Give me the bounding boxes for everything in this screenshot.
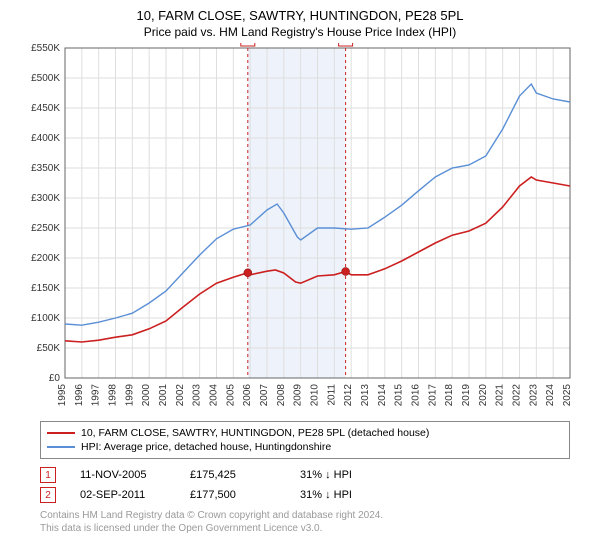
x-tick-label: 1997 (91, 384, 102, 407)
x-tick-label: 2001 (158, 384, 169, 407)
marker-delta: 31% ↓ HPI (300, 489, 410, 501)
x-tick-label: 2003 (192, 384, 203, 407)
legend-swatch (47, 446, 75, 448)
y-tick-label: £50K (37, 343, 61, 354)
x-tick-label: 2004 (209, 384, 220, 407)
x-tick-label: 2017 (427, 384, 438, 407)
marker-table-badge: 2 (40, 487, 56, 503)
marker-dot (342, 268, 350, 276)
marker-price: £175,425 (190, 469, 300, 481)
marker-table-badge: 1 (40, 467, 56, 483)
x-tick-label: 2016 (411, 384, 422, 407)
x-tick-label: 2013 (360, 384, 371, 407)
x-tick-label: 2008 (276, 384, 287, 407)
marker-date: 02-SEP-2011 (80, 489, 190, 501)
x-tick-label: 2012 (343, 384, 354, 407)
x-tick-label: 2002 (175, 384, 186, 407)
legend-box: 10, FARM CLOSE, SAWTRY, HUNTINGDON, PE28… (40, 421, 570, 459)
y-tick-label: £500K (31, 73, 60, 84)
x-tick-label: 1999 (124, 384, 135, 407)
marker-dot (244, 269, 252, 277)
marker-date: 11-NOV-2005 (80, 469, 190, 481)
chart-svg: £0 £50K £100K £150K £200K £250K £300K £350K £400… (20, 43, 580, 413)
legend-item: HPI: Average price, detached house, Hunt… (47, 440, 563, 454)
x-tick-label: 2024 (545, 384, 556, 407)
x-tick-label: 2019 (461, 384, 472, 407)
x-tick-label: 2000 (141, 384, 152, 407)
marker-price: £177,500 (190, 489, 300, 501)
y-tick-label: £550K (31, 43, 60, 54)
y-tick-label: £450K (31, 103, 60, 114)
x-tick-label: 1995 (57, 384, 68, 407)
chart-container: 10, FARM CLOSE, SAWTRY, HUNTINGDON, PE28… (0, 0, 600, 560)
y-tick-label: £100K (31, 313, 60, 324)
marker-delta: 31% ↓ HPI (300, 469, 410, 481)
marker-badge-text: 1 (245, 43, 251, 46)
footnote: Contains HM Land Registry data © Crown c… (40, 509, 570, 535)
legend-label: HPI: Average price, detached house, Hunt… (81, 441, 331, 453)
x-tick-label: 2007 (259, 384, 270, 407)
y-tick-label: £150K (31, 283, 60, 294)
chart-title: 10, FARM CLOSE, SAWTRY, HUNTINGDON, PE28… (0, 0, 600, 23)
x-tick-label: 2023 (528, 384, 539, 407)
x-tick-label: 2021 (495, 384, 506, 407)
x-tick-label: 2009 (293, 384, 304, 407)
marker-badge-text: 2 (343, 43, 349, 46)
footnote-line-1: Contains HM Land Registry data © Crown c… (40, 509, 570, 522)
x-tick-label: 2022 (512, 384, 523, 407)
y-tick-label: £300K (31, 193, 60, 204)
y-tick-label: £200K (31, 253, 60, 264)
x-tick-label: 2011 (326, 384, 337, 406)
x-tick-label: 2005 (225, 384, 236, 407)
y-tick-label: £0 (49, 373, 61, 384)
x-tick-label: 1996 (74, 384, 85, 407)
footnote-line-2: This data is licensed under the Open Gov… (40, 522, 570, 535)
chart-plot-area: £0 £50K £100K £150K £200K £250K £300K £350K £400… (20, 43, 580, 413)
marker-table-row: 1 11-NOV-2005£175,42531% ↓ HPI (40, 465, 570, 485)
chart-subtitle: Price paid vs. HM Land Registry's House … (0, 23, 600, 43)
y-tick-label: £250K (31, 223, 60, 234)
legend-item: 10, FARM CLOSE, SAWTRY, HUNTINGDON, PE28… (47, 426, 563, 440)
x-tick-label: 2015 (394, 384, 405, 407)
x-tick-label: 2006 (242, 384, 253, 407)
x-tick-label: 2025 (562, 384, 573, 407)
legend-label: 10, FARM CLOSE, SAWTRY, HUNTINGDON, PE28… (81, 427, 429, 439)
y-tick-label: £400K (31, 133, 60, 144)
marker-table-row: 2 02-SEP-2011£177,50031% ↓ HPI (40, 485, 570, 505)
shade-band (248, 48, 346, 378)
x-tick-label: 1998 (108, 384, 119, 407)
x-tick-label: 2018 (444, 384, 455, 407)
legend-swatch (47, 432, 75, 434)
marker-table: 1 11-NOV-2005£175,42531% ↓ HPI 2 02-SEP-201… (40, 465, 570, 505)
x-tick-label: 2014 (377, 384, 388, 407)
x-tick-label: 2010 (310, 384, 321, 407)
x-tick-label: 2020 (478, 384, 489, 407)
y-tick-label: £350K (31, 163, 60, 174)
